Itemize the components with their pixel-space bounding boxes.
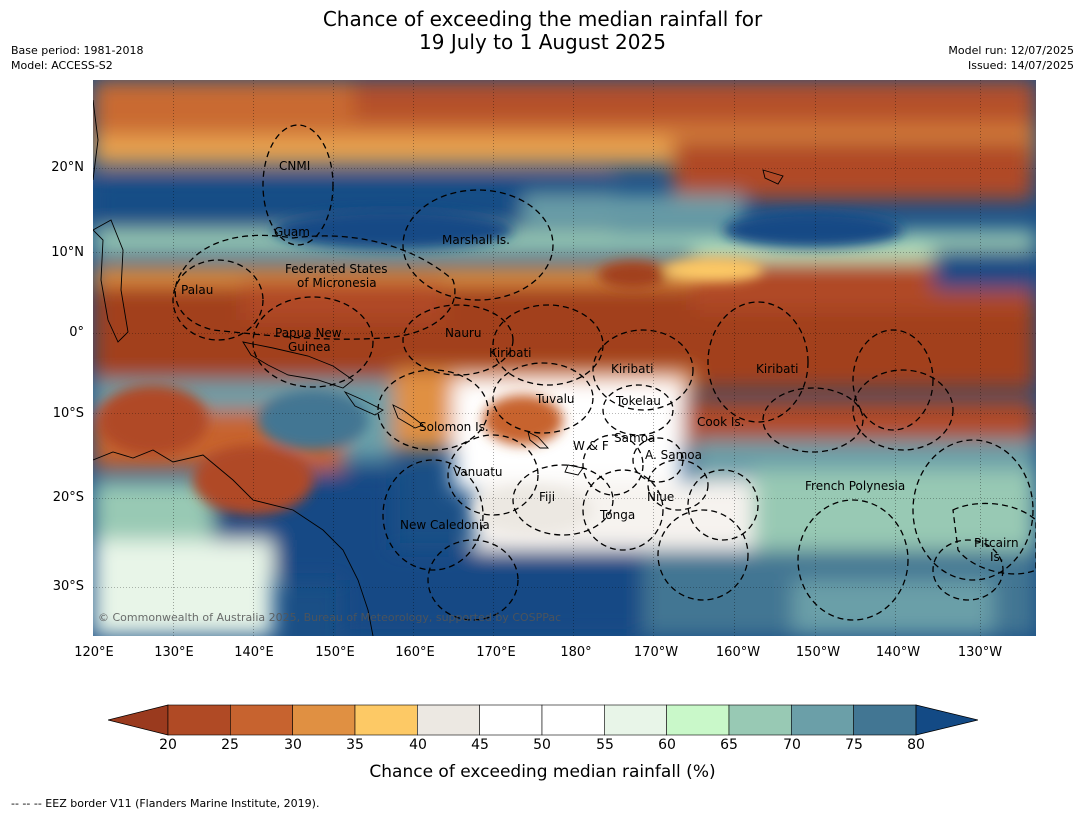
- model-run: Model run: 12/07/2025: [948, 44, 1074, 57]
- colorbar-cell: [604, 704, 667, 736]
- colorbar-tick-25: 25: [221, 737, 239, 753]
- colorbar-cell: [479, 704, 543, 736]
- model-name: Model: ACCESS-S2: [11, 59, 113, 72]
- label-american-samoa: A. Samoa: [645, 448, 702, 462]
- lat-tick-10s: 10°S: [52, 406, 84, 421]
- colorbar-tick-55: 55: [596, 737, 614, 753]
- colorbar-tick-30: 30: [284, 737, 302, 753]
- label-fsm-line2: of Micronesia: [297, 276, 377, 290]
- label-fiji: Fiji: [539, 490, 555, 504]
- label-png-line2: Guinea: [288, 340, 331, 354]
- colorbar-cell: [791, 704, 854, 736]
- label-png-line1: Papua New: [275, 326, 342, 340]
- colorbar-label: Chance of exceeding median rainfall (%): [369, 762, 716, 782]
- colorbar-cell: [541, 704, 605, 736]
- lon-tick-160e: 160°E: [395, 645, 435, 660]
- lat-tick-0: 0°: [69, 325, 84, 340]
- colorbar-tick-50: 50: [533, 737, 551, 753]
- map-title-line-2: 19 July to 1 August 2025: [419, 30, 666, 54]
- label-pitcairn-line2: Is.: [990, 550, 1004, 564]
- map-title-line-1: Chance of exceeding the median rainfall …: [322, 7, 763, 31]
- issued-date: Issued: 14/07/2025: [967, 59, 1074, 72]
- meta-left: Base period: 1981-2018 Model: ACCESS-S2: [11, 43, 143, 73]
- copyright-notice: © Commonwealth of Australia 2025, Bureau…: [98, 611, 562, 624]
- colorbar-tick-65: 65: [720, 737, 738, 753]
- lon-tick-120e: 120°E: [74, 645, 114, 660]
- rainfall-map: CNMI Guam Marshall Is. Federated States …: [93, 80, 1036, 636]
- label-kiribati-west: Kiribati: [489, 346, 531, 360]
- label-cook-islands: Cook Is.: [697, 415, 744, 429]
- colorbar-cell: [853, 704, 917, 736]
- label-pitcairn-line1: Pitcairn: [974, 536, 1019, 550]
- lon-tick-180: 180°: [560, 645, 592, 660]
- label-samoa: Samoa: [614, 431, 655, 445]
- label-kiribati-central: Kiribati: [611, 362, 653, 376]
- colorbar-tick-45: 45: [471, 737, 489, 753]
- lon-tick-170e: 170°E: [476, 645, 516, 660]
- lat-tick-30s: 30°S: [52, 579, 84, 594]
- lat-tick-10n: 10°N: [51, 245, 84, 260]
- colorbar-tick-70: 70: [783, 737, 801, 753]
- lon-tick-150e: 150°E: [315, 645, 355, 660]
- colorbar-cell: [354, 704, 418, 736]
- colorbar-cell: [417, 704, 480, 736]
- lon-tick-160w: 160°W: [715, 645, 761, 660]
- lat-tick-20s: 20°S: [52, 490, 84, 505]
- colorbar-tick-80: 80: [907, 737, 925, 753]
- colorbar-tick-60: 60: [658, 737, 676, 753]
- colorbar-extend-high: [915, 704, 978, 736]
- lon-tick-140e: 140°E: [234, 645, 274, 660]
- colorbar-tick-20: 20: [159, 737, 177, 753]
- lat-tick-20n: 20°N: [51, 160, 84, 175]
- lon-tick-130e: 130°E: [154, 645, 194, 660]
- colorbar-cell: [666, 704, 730, 736]
- label-fsm-line1: Federated States: [285, 262, 387, 276]
- label-guam: Guam: [274, 225, 310, 239]
- label-tokelau: Tokelau: [615, 394, 661, 408]
- lon-tick-140w: 140°W: [875, 645, 921, 660]
- label-niue: Niue: [647, 490, 674, 504]
- colorbar-tick-40: 40: [409, 737, 427, 753]
- label-marshall-islands: Marshall Is.: [442, 233, 510, 247]
- label-tonga: Tonga: [599, 508, 635, 522]
- label-french-polynesia: French Polynesia: [805, 479, 905, 493]
- lon-tick-130w: 130°W: [957, 645, 1003, 660]
- label-kiribati-east: Kiribati: [756, 362, 798, 376]
- colorbar-cell: [230, 704, 293, 736]
- lon-tick-150w: 150°W: [795, 645, 841, 660]
- label-nauru: Nauru: [445, 326, 481, 340]
- label-solomon-islands: Solomon Is.: [419, 420, 489, 434]
- meta-right: Model run: 12/07/2025 Issued: 14/07/2025: [948, 43, 1074, 73]
- colorbar-tick-35: 35: [346, 737, 364, 753]
- colorbar-cell: [167, 704, 231, 736]
- eez-legend-note: -- -- -- EEZ border V11 (Flanders Marine…: [11, 797, 320, 810]
- colorbar-extend-low: [108, 704, 169, 736]
- label-vanuatu: Vanuatu: [453, 465, 503, 479]
- label-new-caledonia: New Caledonia: [400, 518, 490, 532]
- label-wallis-futuna: W & F: [573, 439, 609, 453]
- label-cnmi: CNMI: [279, 159, 310, 173]
- rainfall-map-svg: CNMI Guam Marshall Is. Federated States …: [93, 80, 1036, 636]
- colorbar-cell: [292, 704, 356, 736]
- label-palau: Palau: [181, 283, 213, 297]
- colorbar-cell: [728, 704, 792, 736]
- colorbar: [108, 704, 978, 736]
- colorbar-tick-75: 75: [845, 737, 863, 753]
- label-tuvalu: Tuvalu: [535, 392, 575, 406]
- base-period: Base period: 1981-2018: [11, 44, 144, 57]
- lon-tick-170w: 170°W: [633, 645, 679, 660]
